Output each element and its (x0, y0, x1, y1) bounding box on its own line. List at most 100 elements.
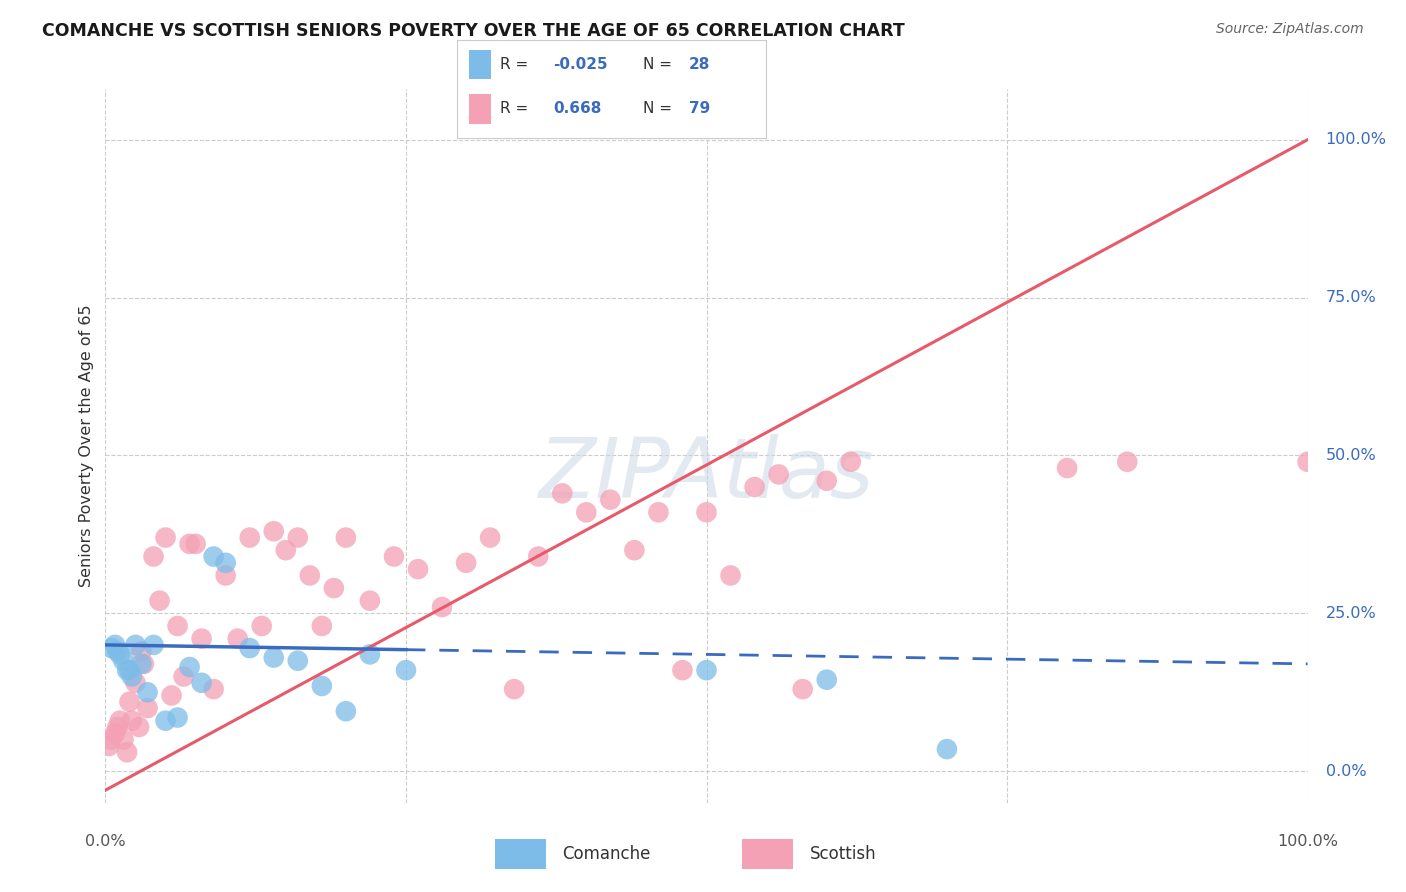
Text: COMANCHE VS SCOTTISH SENIORS POVERTY OVER THE AGE OF 65 CORRELATION CHART: COMANCHE VS SCOTTISH SENIORS POVERTY OVE… (42, 22, 905, 40)
Point (128, 720, 150, 734)
Point (118, 663, 141, 677)
Point (551, 486, 574, 500)
Point (503, 682, 526, 697)
Point (104, 638, 127, 652)
Point (1296, 455, 1319, 469)
Text: ZIPAtlas: ZIPAtlas (538, 434, 875, 515)
Point (179, 660, 201, 674)
Point (190, 632, 212, 646)
Y-axis label: Seniors Poverty Over the Age of 65: Seniors Poverty Over the Age of 65 (79, 305, 94, 587)
Point (107, 644, 129, 658)
Point (142, 638, 165, 652)
Point (136, 685, 159, 699)
Point (121, 714, 143, 728)
Text: N =: N = (643, 101, 676, 116)
Point (647, 505, 669, 519)
Point (142, 549, 165, 564)
Point (226, 632, 249, 646)
Point (623, 543, 645, 558)
Point (359, 648, 381, 662)
Point (202, 549, 225, 564)
Point (98, 739, 121, 753)
Point (239, 641, 262, 656)
Point (131, 657, 153, 671)
Point (166, 619, 188, 633)
Point (395, 663, 418, 677)
Point (382, 549, 405, 564)
Point (250, 619, 273, 633)
Point (214, 568, 236, 582)
Point (155, 531, 177, 545)
Text: 50.0%: 50.0% (1326, 448, 1376, 463)
Point (335, 704, 357, 718)
Point (112, 732, 135, 747)
Point (131, 644, 153, 658)
Text: 75.0%: 75.0% (1326, 290, 1376, 305)
Text: R =: R = (501, 101, 533, 116)
Text: 100.0%: 100.0% (1326, 132, 1386, 147)
Point (696, 505, 718, 519)
Point (815, 673, 838, 687)
Point (287, 654, 309, 668)
Text: N =: N = (643, 57, 676, 71)
Text: Source: ZipAtlas.com: Source: ZipAtlas.com (1216, 22, 1364, 37)
Point (815, 474, 838, 488)
Point (104, 726, 127, 740)
FancyBboxPatch shape (470, 95, 491, 124)
FancyBboxPatch shape (495, 839, 546, 869)
Text: Scottish: Scottish (810, 845, 876, 863)
Point (839, 455, 862, 469)
Point (430, 600, 453, 615)
Text: 28: 28 (689, 57, 710, 71)
Point (792, 682, 814, 697)
Point (115, 663, 138, 677)
Point (100, 732, 122, 747)
Point (108, 648, 131, 662)
Point (121, 669, 143, 683)
Point (406, 562, 429, 576)
Text: -0.025: -0.025 (553, 57, 607, 71)
Point (599, 492, 621, 507)
Point (311, 619, 333, 633)
Point (744, 480, 766, 494)
Point (115, 745, 138, 759)
Point (108, 714, 131, 728)
Point (202, 682, 225, 697)
Point (671, 663, 693, 677)
Point (263, 650, 285, 665)
Point (274, 543, 297, 558)
Point (136, 701, 159, 715)
Point (298, 568, 321, 582)
Point (311, 679, 333, 693)
Point (527, 549, 550, 564)
Point (720, 568, 742, 582)
Text: 0.0%: 0.0% (1326, 764, 1367, 779)
Text: 25.0%: 25.0% (1326, 606, 1376, 621)
Text: R =: R = (501, 57, 533, 71)
Text: 0.0%: 0.0% (86, 834, 125, 849)
Point (100, 641, 122, 656)
Text: 79: 79 (689, 101, 710, 116)
Point (148, 593, 170, 607)
Point (160, 689, 183, 703)
Point (479, 531, 502, 545)
Point (184, 537, 207, 551)
Point (107, 720, 129, 734)
Point (287, 531, 309, 545)
Point (166, 710, 188, 724)
FancyBboxPatch shape (742, 839, 793, 869)
Text: 100.0%: 100.0% (1277, 834, 1339, 849)
Point (173, 669, 195, 683)
Point (359, 593, 381, 607)
Point (454, 556, 477, 570)
Point (936, 742, 959, 756)
Point (263, 524, 285, 539)
Point (112, 654, 135, 668)
Point (575, 505, 598, 519)
FancyBboxPatch shape (470, 50, 491, 79)
Point (179, 537, 201, 551)
Point (1056, 461, 1078, 475)
Point (132, 657, 155, 671)
Point (214, 556, 236, 570)
Point (239, 531, 262, 545)
